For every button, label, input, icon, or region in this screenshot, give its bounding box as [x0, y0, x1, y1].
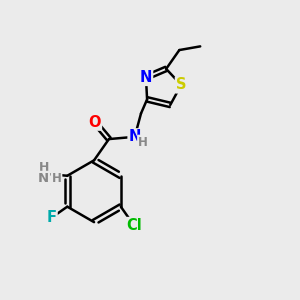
- Text: F: F: [46, 210, 57, 225]
- Text: N: N: [128, 129, 141, 144]
- Text: O: O: [88, 115, 101, 130]
- Text: H: H: [138, 136, 148, 148]
- Text: H: H: [52, 172, 61, 185]
- Text: Cl: Cl: [126, 218, 142, 233]
- Text: N: N: [38, 172, 50, 185]
- Text: N: N: [140, 70, 152, 85]
- Text: H: H: [39, 161, 49, 174]
- Text: S: S: [176, 77, 186, 92]
